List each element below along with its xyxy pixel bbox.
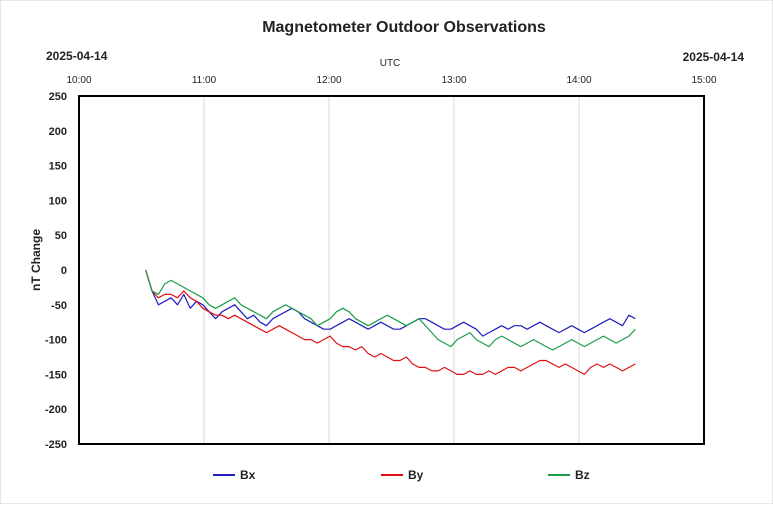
x-tick-labels: 10:00 11:00 12:00 13:00 14:00 15:00 — [66, 75, 716, 86]
x-tick-label: 10:00 — [66, 75, 91, 86]
y-tick-label: 50 — [55, 230, 67, 242]
x-tick-label: 13:00 — [441, 75, 466, 86]
date-right: 2025-04-14 — [683, 50, 745, 64]
y-tick-label: 100 — [49, 195, 67, 207]
plot-area — [78, 95, 705, 445]
y-tick-label: 150 — [49, 161, 67, 173]
y-tick-label: -50 — [51, 300, 67, 312]
legend-label-by: By — [408, 468, 424, 482]
series-line-bx — [145, 269, 636, 337]
y-tick-label: -100 — [45, 335, 67, 347]
chart-title: Magnetometer Outdoor Observations — [262, 19, 546, 36]
y-tick-label: -200 — [45, 404, 67, 416]
grid-lines — [203, 96, 580, 444]
series-lines — [145, 269, 636, 375]
legend-label-bz: Bz — [575, 468, 590, 482]
x-tick-label: 15:00 — [691, 75, 716, 86]
y-tick-label: -250 — [45, 439, 67, 451]
y-tick-label: 0 — [61, 265, 67, 277]
series-line-by — [145, 269, 636, 375]
y-tick-label: -150 — [45, 369, 67, 381]
x-tick-label: 12:00 — [316, 75, 341, 86]
y-tick-labels: 250 200 150 100 50 0 -50 -100 -150 -200 -250 — [45, 91, 67, 451]
legend-label-bx: Bx — [240, 468, 256, 482]
series-line-bz — [145, 269, 636, 351]
x-tick-label: 14:00 — [566, 75, 591, 86]
x-tick-label: 11:00 — [192, 75, 217, 86]
y-tick-label: 250 — [49, 91, 67, 103]
x-axis-label: UTC — [380, 58, 401, 69]
y-axis-label: nT Change — [29, 229, 43, 291]
y-tick-label: 200 — [49, 126, 67, 138]
legend: Bx By Bz — [213, 468, 590, 482]
date-left: 2025-04-14 — [46, 49, 108, 63]
